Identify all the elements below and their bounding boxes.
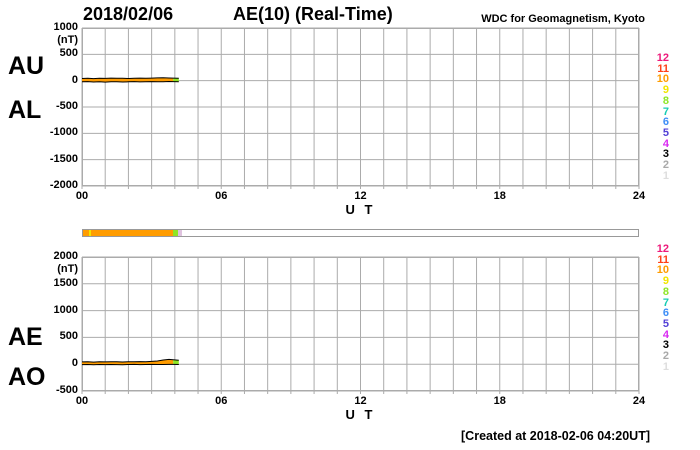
- au-al-plot-area: [81, 27, 640, 189]
- y-tick-label: 500: [59, 330, 78, 343]
- x-tick-label: 06: [215, 190, 228, 202]
- y-axis-unit: (nT): [57, 263, 78, 275]
- x-axis-title: U T: [345, 202, 376, 217]
- plot-date: 2018/02/06: [83, 4, 174, 24]
- y-tick-label: 1000: [53, 21, 78, 33]
- station-count-11: 11: [657, 253, 669, 266]
- station-count-8: 8: [662, 285, 669, 298]
- station-count-band: [173, 78, 179, 82]
- station-count-10: 10: [656, 73, 669, 86]
- station-count-8: 8: [662, 94, 669, 107]
- au-axis-label: AU: [8, 52, 45, 80]
- au-trace: [81, 77, 179, 80]
- y-tick-label: 1500: [53, 276, 78, 289]
- station-count-3: 3: [662, 148, 669, 161]
- station-count-9: 9: [662, 275, 669, 288]
- plot-border: [82, 28, 639, 186]
- station-count-10: 10: [656, 264, 669, 277]
- station-count-1: 1: [662, 169, 669, 182]
- x-tick-label: 18: [493, 190, 506, 202]
- y-tick-label: 0: [71, 73, 78, 86]
- y-axis-unit: (nT): [57, 34, 78, 46]
- x-tick-label: 00: [75, 190, 89, 202]
- x-tick-label: 12: [354, 190, 367, 202]
- y-tick-label: -1500: [49, 152, 78, 165]
- al-axis-label: AL: [8, 96, 42, 124]
- availability-segment: [90, 230, 174, 236]
- x-tick-label: 12: [354, 395, 367, 407]
- station-count-7: 7: [662, 296, 669, 309]
- ae-ao-plot-area: [81, 256, 640, 394]
- ae-trace: [81, 358, 179, 363]
- y-tick-label: -500: [55, 100, 78, 112]
- x-axis-title: U T: [345, 407, 376, 422]
- station-count-legend: 12 11 10 9 8 7 6 5 4 3 2 1: [645, 244, 669, 372]
- y-tick-label: 1000: [53, 303, 78, 316]
- station-count-7: 7: [662, 105, 669, 118]
- data-availability-bar: [82, 229, 639, 237]
- station-count-legend: 12 11 10 9 8 7 6 5 4 3 2 1: [645, 53, 669, 181]
- station-count-6: 6: [662, 116, 669, 129]
- availability-segment: [89, 230, 91, 236]
- station-count-11: 11: [657, 62, 669, 75]
- station-count-2: 2: [662, 159, 669, 172]
- al-trace: [81, 80, 179, 83]
- availability-segment: [181, 230, 638, 236]
- y-tick-label: 0: [71, 357, 78, 370]
- availability-segment: [178, 230, 182, 236]
- station-count-5: 5: [662, 317, 669, 330]
- station-count-3: 3: [662, 339, 669, 352]
- x-tick-label: 00: [75, 395, 89, 407]
- x-tick-label: 06: [215, 395, 228, 407]
- x-tick-label: 24: [632, 395, 646, 407]
- station-count-1: 1: [662, 360, 669, 373]
- station-count-4: 4: [662, 137, 669, 150]
- ae-axis-label: AE: [8, 323, 43, 351]
- y-tick-label: -500: [55, 384, 78, 396]
- station-count-band: [173, 359, 179, 365]
- station-count-4: 4: [662, 328, 669, 341]
- station-count-12: 12: [656, 52, 669, 64]
- station-count-5: 5: [662, 126, 669, 139]
- y-tick-label: -1000: [49, 126, 78, 139]
- ao-axis-label: AO: [8, 363, 46, 391]
- plot-border: [82, 257, 639, 391]
- station-count-12: 12: [656, 243, 669, 255]
- y-tick-label: -2000: [49, 179, 78, 191]
- y-tick-label: 500: [59, 47, 78, 60]
- availability-segment: [173, 230, 179, 236]
- station-count-9: 9: [662, 84, 669, 97]
- data-source-label: WDC for Geomagnetism, Kyoto: [481, 13, 645, 25]
- x-tick-label: 24: [632, 190, 646, 202]
- ae-ao-svg: [81, 256, 640, 394]
- availability-segment: [83, 230, 90, 236]
- page-title: AE(10) (Real-Time): [233, 4, 393, 24]
- x-tick-label: 18: [493, 395, 506, 407]
- created-timestamp: [Created at 2018-02-06 04:20UT]: [461, 429, 650, 443]
- station-count-6: 6: [662, 307, 669, 320]
- au-al-svg: [81, 27, 640, 189]
- station-count-2: 2: [662, 350, 669, 363]
- y-tick-label: 2000: [53, 250, 78, 262]
